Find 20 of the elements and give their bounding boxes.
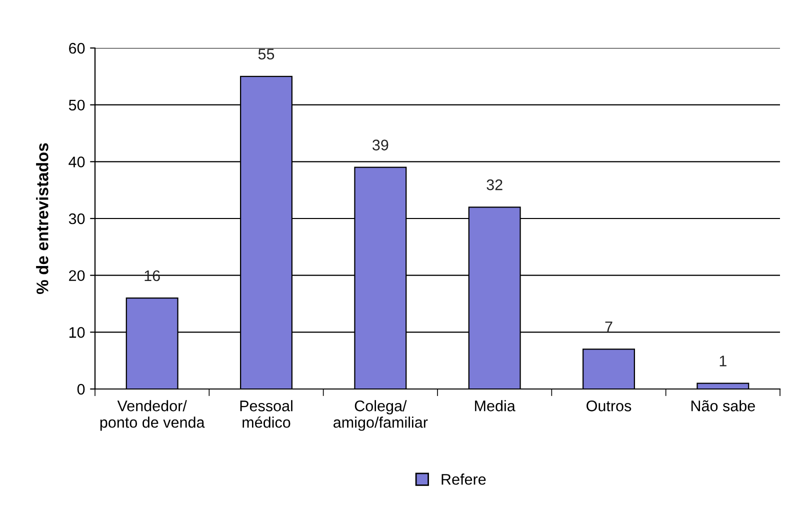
x-tick-label: Outros <box>586 400 632 412</box>
x-tick-label: Vendedor/ ponto de venda <box>100 400 205 431</box>
y-tick-label: 50 <box>68 100 85 111</box>
y-axis-title: % de entrevistados <box>36 143 48 294</box>
y-tick-label: 20 <box>69 270 85 282</box>
y-tick-label: 0 <box>77 384 85 395</box>
x-tick-label: Media <box>475 400 516 412</box>
y-tick-label: 30 <box>68 213 85 224</box>
data-label: 32 <box>486 179 502 190</box>
y-tick-label: 60 <box>69 42 85 54</box>
data-label: 55 <box>258 48 274 60</box>
x-tick-label: Não sabe <box>691 400 755 412</box>
data-label: 39 <box>372 140 388 150</box>
data-label: 1 <box>720 356 726 366</box>
x-tick-label: Colega/ amigo/familiar <box>334 400 428 431</box>
y-tick-label: 10 <box>69 327 85 338</box>
y-tick-label: 40 <box>68 156 85 168</box>
data-label: 7 <box>605 322 612 332</box>
legend-label: Refere <box>442 474 486 485</box>
x-tick-label: Pessoal médico <box>240 400 292 428</box>
